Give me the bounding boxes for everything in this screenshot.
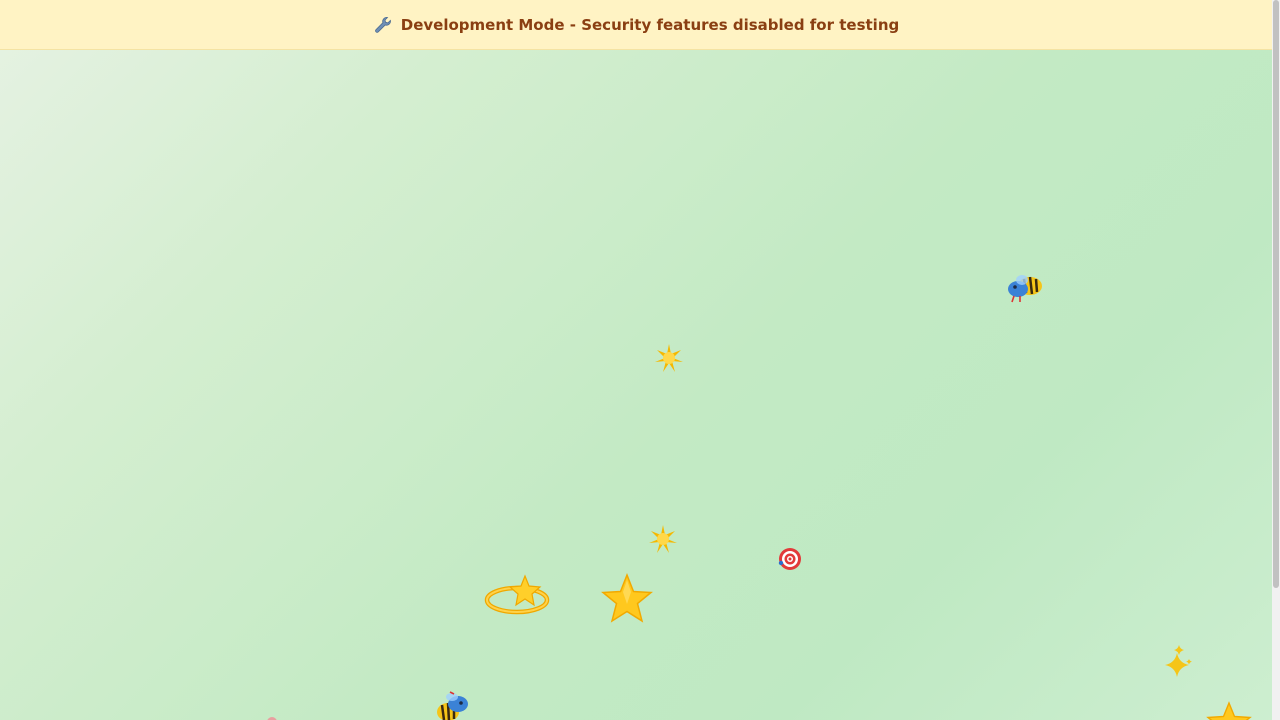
target-icon [266, 716, 278, 720]
banner-text: Development Mode - Security features dis… [400, 15, 900, 34]
sparkles-icon [1162, 645, 1196, 679]
bee-icon [1006, 272, 1046, 304]
dizzy-star-icon [484, 574, 551, 620]
wrench-icon [373, 15, 393, 35]
bee-icon [436, 691, 472, 720]
sparkle-burst-icon [649, 525, 677, 553]
vertical-scrollbar[interactable] [1272, 0, 1280, 720]
star-icon [1206, 701, 1252, 720]
sparkle-burst-icon [655, 344, 683, 372]
dev-mode-banner: Development Mode - Security features dis… [0, 0, 1272, 50]
target-icon [778, 547, 802, 571]
star-icon [601, 572, 653, 624]
scrollbar-thumb[interactable] [1273, 0, 1279, 588]
